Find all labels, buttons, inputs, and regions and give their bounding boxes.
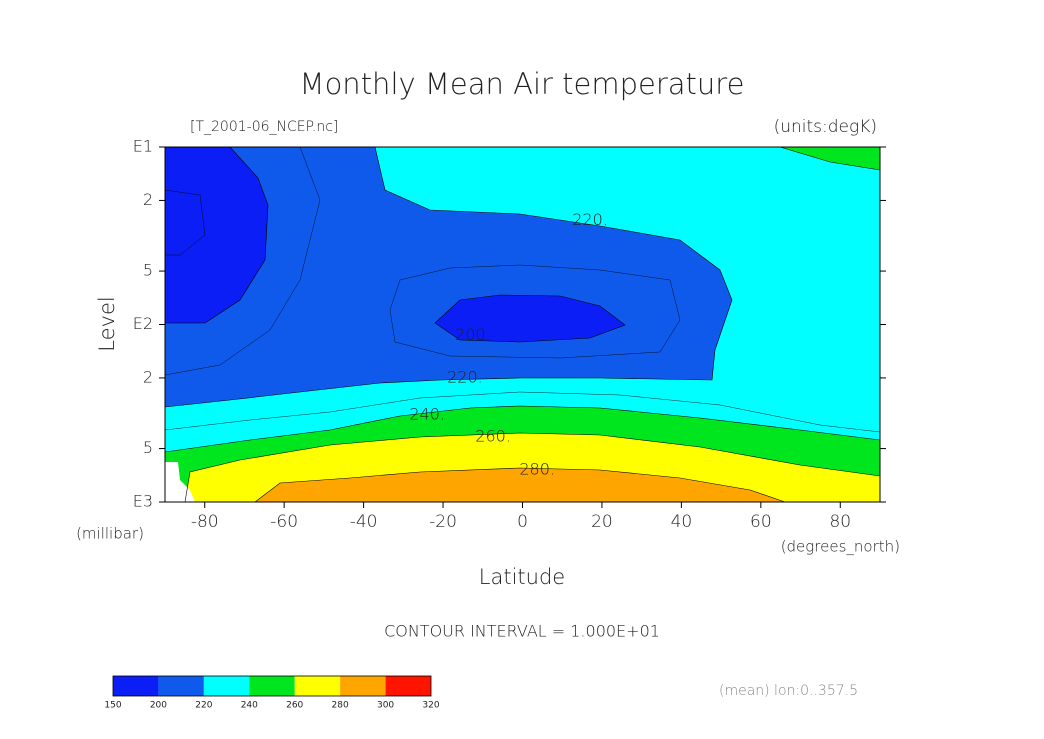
colorbar-box [113, 676, 159, 696]
missing-data [165, 462, 195, 502]
colorbar-label: 220 [195, 701, 212, 711]
contour-label: 280. [519, 459, 555, 478]
x-tick-label: 40 [671, 512, 693, 532]
contour-label: 260. [475, 426, 511, 445]
colorbar-label: 260 [286, 701, 303, 711]
y-axis-units: (millibar) [76, 525, 144, 543]
colorbar-box [294, 676, 341, 696]
x-tick-label: 0 [517, 512, 528, 532]
contour-label: 240. [409, 404, 445, 423]
contour-fill [255, 468, 785, 502]
contour-line [165, 146, 626, 343]
x-tick-label: 80 [829, 512, 851, 532]
units: (units:degK) [774, 117, 877, 137]
contour-fill [165, 147, 732, 407]
contour-fill [165, 147, 625, 342]
x-axis-label: Latitude [479, 565, 565, 589]
plot-area [164, 146, 881, 503]
contour-label: 220. [572, 210, 608, 229]
note: (mean) lon:0..357.5 [719, 683, 858, 699]
x-tick-label: -60 [270, 512, 298, 532]
subtitle: [T_2001-06_NCEP.nc] [190, 119, 338, 135]
colorbar-box [385, 676, 431, 696]
x-tick-label: 20 [591, 512, 613, 532]
footer: CONTOUR INTERVAL = 1.000E+01 [384, 622, 660, 641]
colorbar-label: 150 [104, 701, 121, 711]
colorbar-label: 320 [422, 701, 439, 711]
x-tick-label: -40 [350, 512, 378, 532]
colorbar-label: 280 [332, 701, 349, 711]
contour-line [164, 146, 881, 503]
contour-label: 220. [447, 367, 483, 386]
y-tick-label: E2 [133, 314, 153, 333]
x-tick-label: -80 [191, 512, 219, 532]
y-tick-label: 2 [143, 367, 153, 386]
contour-label: 200. [455, 325, 491, 344]
y-tick-label: E1 [133, 137, 153, 156]
x-axis-units: (degrees_north) [781, 538, 900, 556]
y-tick-label: 5 [143, 261, 153, 280]
colorbar-label: 200 [150, 701, 167, 711]
colorbar-label: 300 [377, 701, 394, 711]
colorbar-box [203, 676, 250, 696]
contour-line-minor [164, 146, 881, 433]
x-tick-label: 60 [750, 512, 772, 532]
colorbar-box [249, 676, 295, 696]
y-tick-label: E3 [133, 492, 153, 511]
contour-line [164, 146, 733, 408]
colorbar-label: 240 [241, 701, 258, 711]
x-tick-label: -20 [429, 512, 457, 532]
y-axis-label: Level [95, 296, 119, 351]
y-tick-label: 5 [143, 438, 153, 457]
colorbar-box [340, 676, 386, 696]
colorbar-box [158, 676, 204, 696]
y-tick-label: 2 [143, 190, 153, 209]
colorbar-frame [112, 675, 432, 697]
chart-title: Monthly Mean Air temperature [300, 67, 745, 101]
